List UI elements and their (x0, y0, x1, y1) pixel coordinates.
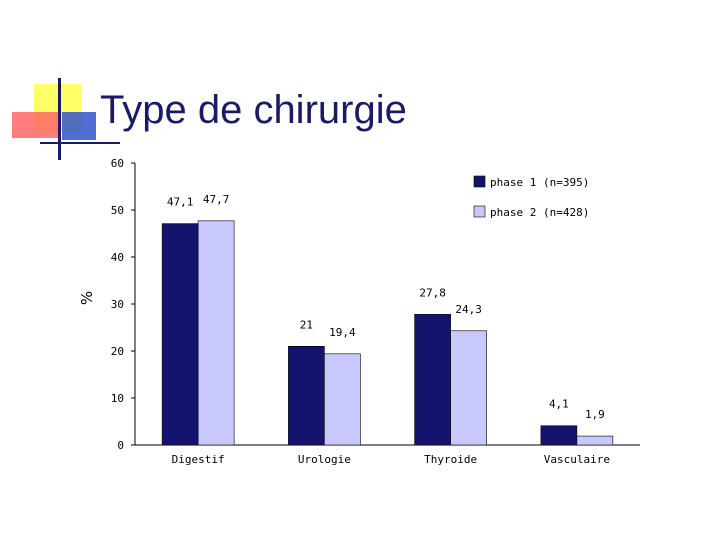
page-title: Type de chirurgie (100, 88, 407, 132)
category-label: Vasculaire (544, 453, 610, 466)
data-label: 4,1 (549, 398, 569, 411)
y-tick-label: 60 (111, 157, 124, 170)
category-label: Thyroide (424, 453, 477, 466)
y-tick-label: 20 (111, 345, 124, 358)
bar-phase2 (324, 353, 361, 446)
decor-blue-square (62, 112, 96, 140)
legend-label: phase 1 (n=395) (490, 176, 589, 189)
bar-phase1 (288, 345, 325, 446)
bar-phase2 (450, 330, 487, 446)
legend-swatch (473, 205, 486, 218)
decor-red-square (12, 112, 58, 138)
y-tick-label: 0 (117, 439, 124, 452)
category-label: Urologie (298, 453, 351, 466)
y-tick-label: 40 (111, 251, 124, 264)
data-label: 21 (300, 318, 313, 331)
bar-phase1 (161, 223, 199, 446)
data-label: 24,3 (455, 303, 482, 316)
data-label: 47,1 (167, 196, 194, 209)
bar-phase1 (414, 314, 451, 446)
bar-phase2 (576, 435, 614, 446)
bar-phase1 (540, 425, 578, 446)
bar-phase2 (197, 220, 235, 446)
y-axis-label: % (78, 291, 96, 305)
decor-vertical-line (58, 78, 61, 160)
legend-swatch (473, 175, 486, 188)
data-label: 1,9 (585, 408, 605, 421)
legend-label: phase 2 (n=428) (490, 206, 589, 219)
y-tick-label: 30 (111, 298, 124, 311)
data-label: 47,7 (203, 193, 230, 206)
decor-horizontal-line (40, 142, 120, 144)
y-tick-label: 10 (111, 392, 124, 405)
data-label: 19,4 (329, 326, 356, 339)
category-label: Digestif (172, 453, 225, 466)
y-tick-label: 50 (111, 204, 124, 217)
data-label: 27,8 (419, 286, 446, 299)
